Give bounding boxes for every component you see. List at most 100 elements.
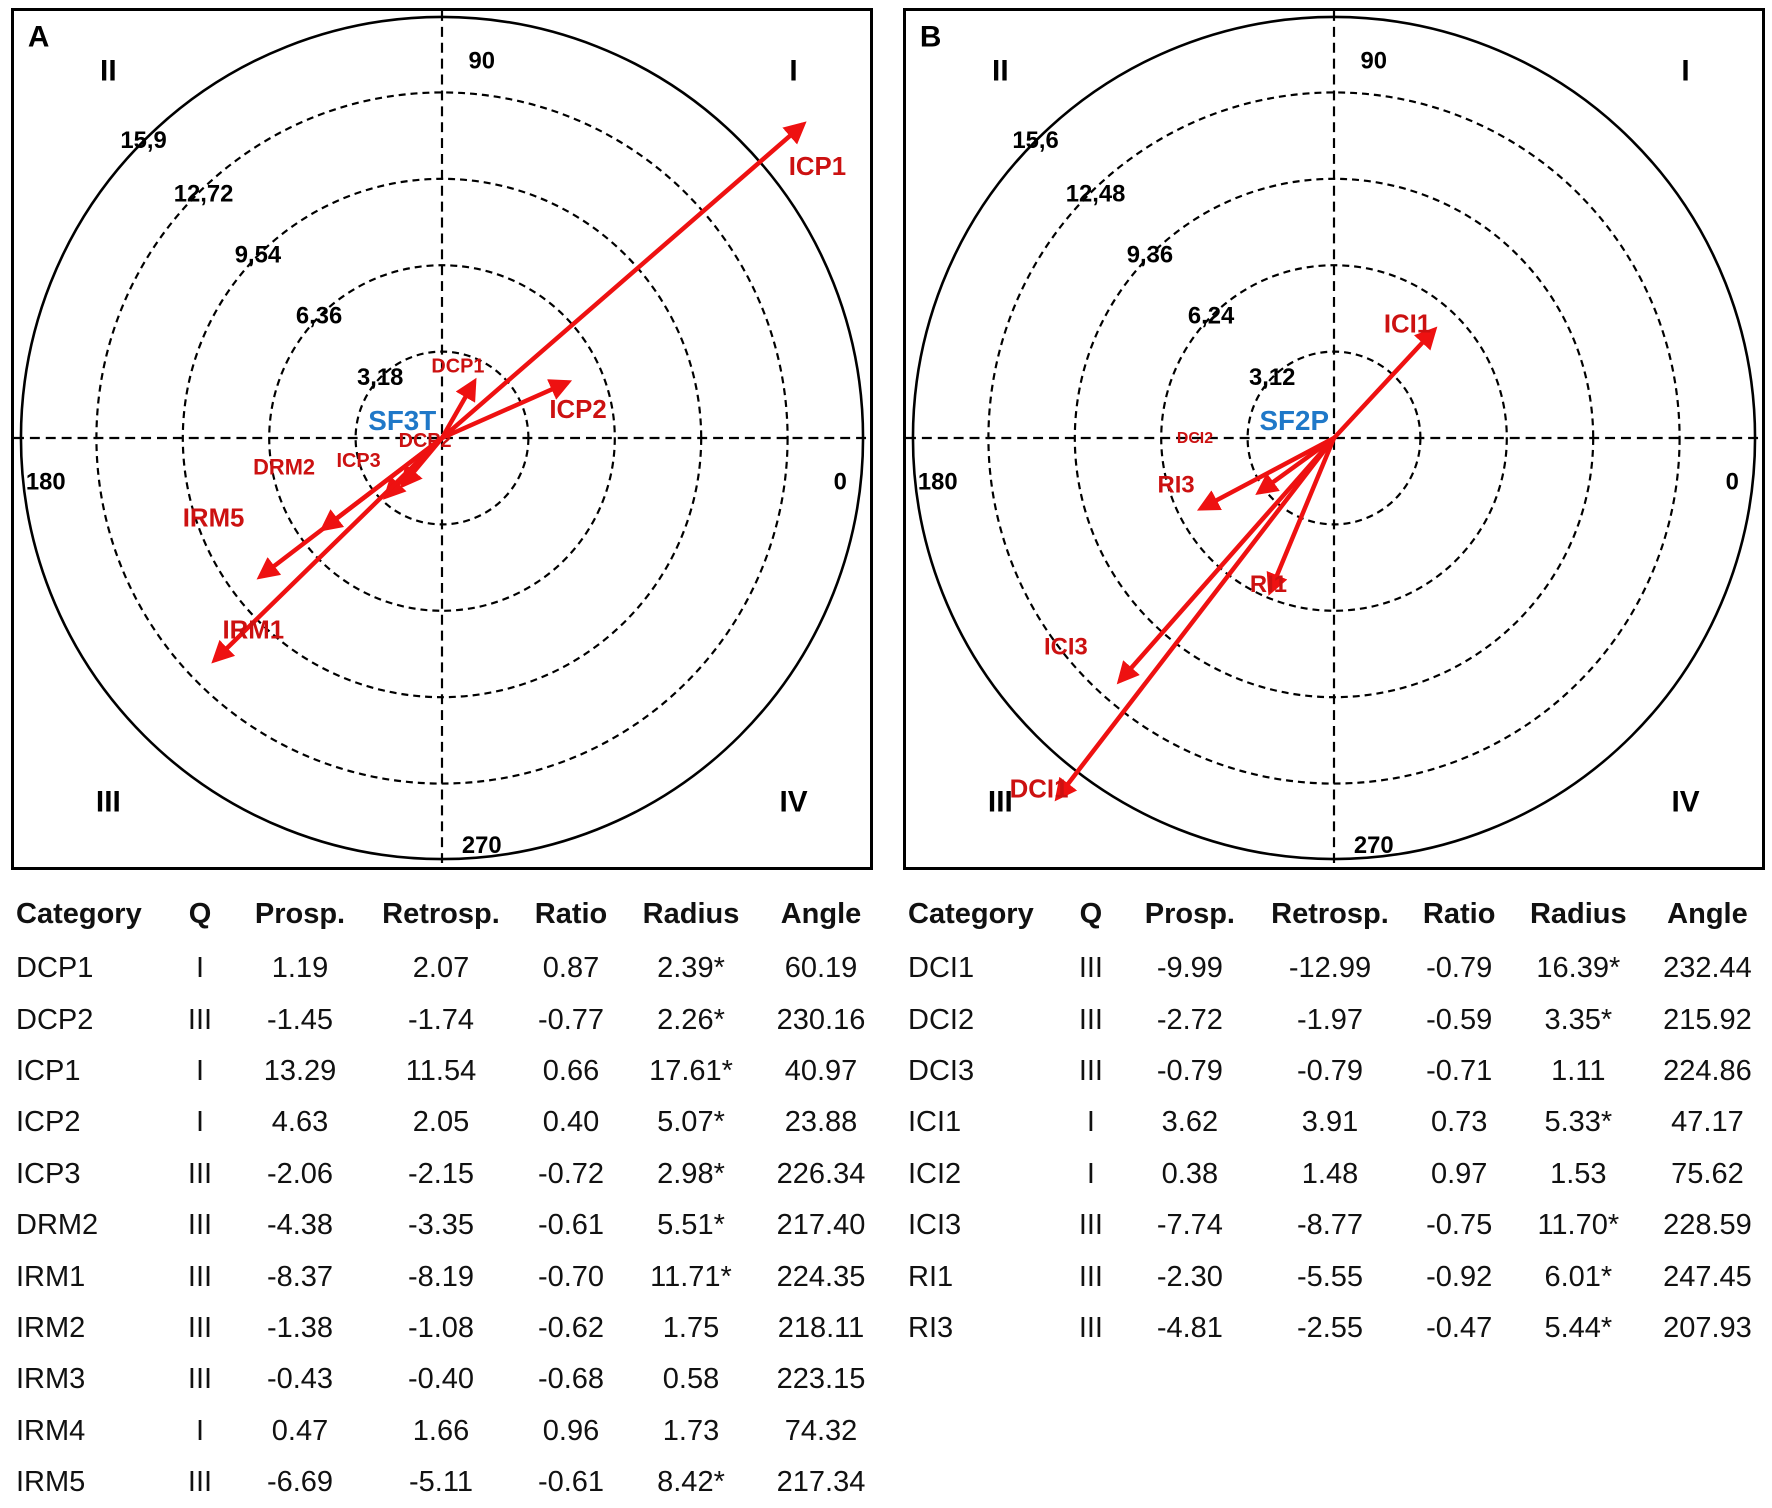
ring-label: 6,36 [296,303,342,330]
vector-label-ici3: ICI3 [1044,633,1088,660]
table-cell: III [187,1363,213,1396]
table-cell: ICP3 [16,1157,81,1190]
table-cell: DRM2 [16,1209,99,1242]
table-cell: -0.70 [537,1260,605,1293]
table-cell: IRM5 [16,1466,86,1499]
table-cell: -0.61 [537,1209,605,1242]
table-cell: DCI2 [908,1003,975,1036]
quadrant-label: II [992,55,1009,88]
quadrant-label: III [988,785,1013,818]
vector-arrow-ici1 [1332,326,1438,440]
table-cell: -0.61 [537,1466,605,1499]
table-row: ICI2 I 0.38 1.48 0.97 1.53 75.62 [898,1149,1772,1200]
vector-label-irm1: IRM1 [223,617,285,645]
table-cell: 1.11 [1551,1054,1606,1087]
table-cell: -0.75 [1426,1209,1493,1242]
table-cell: I [195,1414,205,1447]
column-header: Angle [780,897,862,930]
table-row: ICI1 I 3.62 3.91 0.73 5.33* 47.17 [898,1097,1772,1148]
table-row: DRM2 III -4.38 -3.35 -0.61 5.51* 217.40 [6,1200,886,1251]
column-header: Category [908,897,1034,930]
table-cell: -2.06 [266,1157,334,1190]
column-header: Radius [642,897,740,930]
table-cell: -0.92 [1426,1260,1493,1293]
table-cell: -1.08 [407,1311,475,1344]
table-cell: -7.74 [1156,1209,1223,1242]
table-row: ICP2 I 4.63 2.05 0.40 5.07* 23.88 [6,1097,886,1148]
table-cell: -5.55 [1296,1260,1364,1293]
table-cell: RI3 [908,1311,954,1344]
table-cell: 0.87 [542,952,600,985]
ring-label: 12,72 [174,180,234,207]
table-cell: III [187,1157,213,1190]
table-cell: -2.72 [1156,1003,1223,1036]
table-cell: I [1086,1106,1095,1139]
vector-arrow-irm1 [211,436,444,664]
table-cell: -0.40 [407,1363,475,1396]
vector-label-icp3: ICP3 [337,450,381,472]
table-cell: III [1078,1003,1103,1036]
table-cell: DCP2 [16,1003,94,1036]
vector-label-icp2: ICP2 [549,396,606,424]
table-cell: 2.98* [657,1157,725,1190]
table-cell: ICI3 [908,1209,962,1242]
table-row: DCI3 III -0.79 -0.79 -0.71 1.11 224.86 [898,1046,1772,1097]
table-cell: I [195,1106,205,1139]
table-cell: 217.34 [776,1466,866,1499]
table-cell: 223.15 [776,1363,866,1396]
table-header-row: Category Q Prosp. Retrosp. Ratio Radius Angle [898,885,1772,943]
table-cell: 1.53 [1550,1157,1607,1190]
table-cell: 0.96 [542,1414,600,1447]
table-cell: 1.75 [662,1311,720,1344]
table-row: RI3 III -4.81 -2.55 -0.47 5.44* 207.93 [898,1303,1772,1354]
table-cell: 218.11 [777,1311,865,1344]
vector-arrow-icp2 [441,379,573,441]
table-cell: 0.66 [542,1054,600,1087]
vector-arrow-irm5 [256,436,444,580]
angle-label: 180 [918,469,958,496]
column-header: Q [1079,897,1103,930]
table-cell: 224.35 [776,1260,866,1293]
table-cell: -0.62 [537,1311,605,1344]
table-cell: -8.19 [407,1260,475,1293]
table-cell: -3.35 [407,1209,475,1242]
vector-label-ici1: ICI1 [1384,311,1431,339]
angle-label: 180 [26,469,66,496]
table-cell: -0.72 [537,1157,605,1190]
ring-label: 3,12 [1249,364,1295,391]
table-cell: -0.47 [1426,1311,1493,1344]
table-cell: 1.73 [662,1414,720,1447]
table-cell: DCI1 [908,952,975,985]
vector-arrow-dcp1 [440,377,477,440]
ring-label: 15,6 [1012,127,1058,154]
table-cell: -1.38 [266,1311,334,1344]
table-cell: 13.29 [263,1054,337,1087]
table-cell: 0.38 [1161,1157,1219,1190]
table-cell: IRM3 [16,1363,86,1396]
column-header: Radius [1529,897,1627,930]
angle-label: 0 [1726,469,1739,496]
table-cell: 75.62 [1671,1157,1744,1190]
table-cell: 226.34 [776,1157,866,1190]
table-cell: -1.45 [266,1003,334,1036]
table-cell: 224.86 [1663,1054,1752,1087]
table-cell: III [187,1260,213,1293]
table-cell: 60.19 [784,952,858,985]
table-cell: -0.71 [1426,1054,1493,1087]
table-cell: 247.45 [1663,1260,1752,1293]
table-cell: III [1078,952,1103,985]
table-cell: ICP2 [16,1106,81,1139]
table-cell: 215.92 [1663,1003,1752,1036]
angle-label: 270 [462,832,502,859]
table-cell: 11.70* [1537,1209,1620,1242]
table-cell: DCP1 [16,952,94,985]
column-header: Q [188,897,212,930]
table-cell: 2.26* [657,1003,725,1036]
table-cell: -4.81 [1156,1311,1223,1344]
table-cell: -5.11 [409,1466,473,1499]
table-cell: I [1086,1157,1095,1190]
column-header: Category [16,897,142,930]
table-cell: -0.79 [1156,1054,1223,1087]
table-cell: III [1078,1260,1103,1293]
